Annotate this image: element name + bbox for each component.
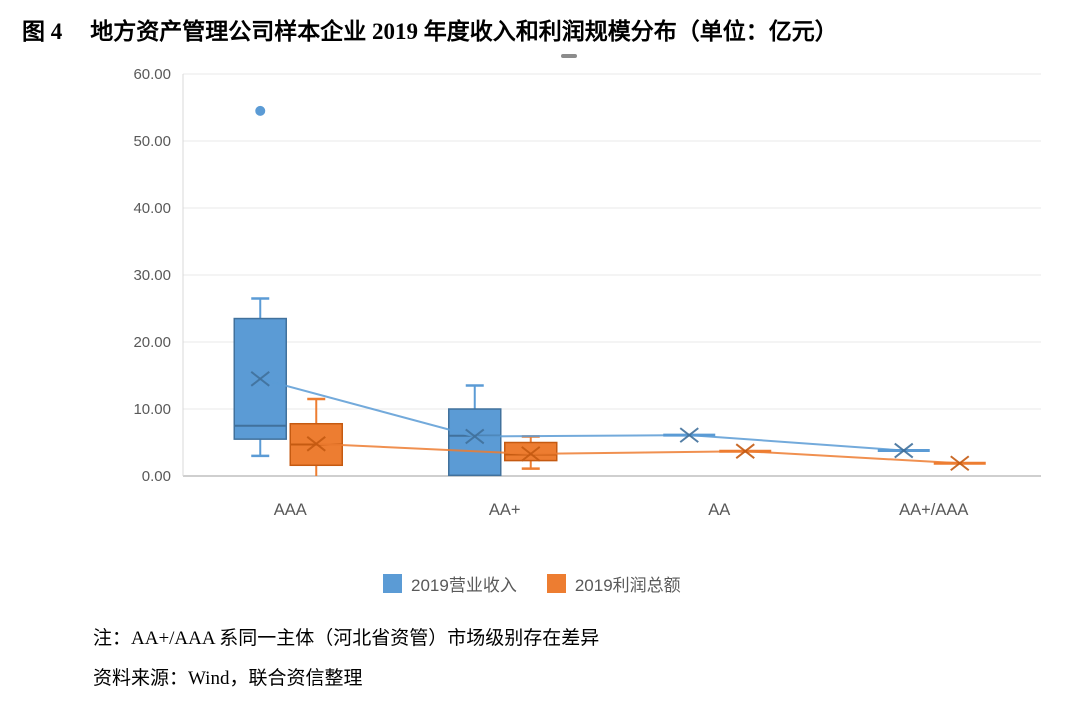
box-0-0 xyxy=(233,105,287,458)
y-tick-label: 50.00 xyxy=(133,133,171,150)
x-category-label: AA+ xyxy=(489,501,521,519)
dash-artifact xyxy=(561,54,577,58)
box-1-0 xyxy=(289,397,343,476)
y-tick-label: 40.00 xyxy=(133,200,171,217)
mean-marker xyxy=(894,442,914,459)
mean-line xyxy=(316,442,960,465)
mean-marker xyxy=(950,455,970,472)
chart-legend: 2019营业收入 2019利润总额 xyxy=(383,571,681,596)
figure-title: 图 4 地方资产管理公司样本企业 2019 年度收入和利润规模分布（单位：亿元） xyxy=(22,12,838,46)
legend-item-revenue: 2019营业收入 xyxy=(383,571,517,596)
chart-source: 资料来源：Wind，联合资信整理 xyxy=(93,668,363,689)
mean-marker xyxy=(521,446,541,462)
series-1 xyxy=(289,397,986,476)
y-tick-label: 10.00 xyxy=(133,401,171,418)
box-rect xyxy=(504,441,558,462)
legend-item-profit: 2019利润总额 xyxy=(546,571,681,596)
x-category-label: AA xyxy=(708,501,730,519)
boxplot-chart: 0.00 10.00 20.00 30.00 40.00 50.00 60.00 AAA AA+… xyxy=(133,66,1041,519)
y-tick-label: 20.00 xyxy=(133,334,171,351)
x-category-label: AAA xyxy=(274,501,307,519)
mean-line xyxy=(259,377,904,452)
mean-marker xyxy=(735,443,755,459)
legend-label-revenue: 2019营业收入 xyxy=(411,576,517,595)
legend-swatch-revenue xyxy=(383,574,402,593)
mean-marker xyxy=(465,428,485,445)
mean-marker xyxy=(306,436,326,452)
legend-swatch-profit xyxy=(546,574,566,593)
y-tick-label: 30.00 xyxy=(133,267,171,284)
figure-title-text: 地方资产管理公司样本企业 2019 年度收入和利润规模分布（单位：亿元） xyxy=(90,19,838,44)
outlier-point xyxy=(255,105,266,116)
legend-label-profit: 2019利润总额 xyxy=(574,576,681,595)
figure-number: 图 4 xyxy=(22,19,63,44)
series-0 xyxy=(233,105,930,477)
y-tick-label: 60.00 xyxy=(133,66,171,83)
y-tick-label: 0.00 xyxy=(142,468,171,485)
box-0-1 xyxy=(448,384,502,477)
x-category-label: AA+/AAA xyxy=(899,501,968,519)
box-rect xyxy=(448,408,502,477)
mean-marker xyxy=(250,371,270,387)
chart-note: 注：AA+/AAA 系同一主体（河北省资管）市场级别存在差异 xyxy=(93,628,600,649)
mean-marker xyxy=(679,427,699,443)
